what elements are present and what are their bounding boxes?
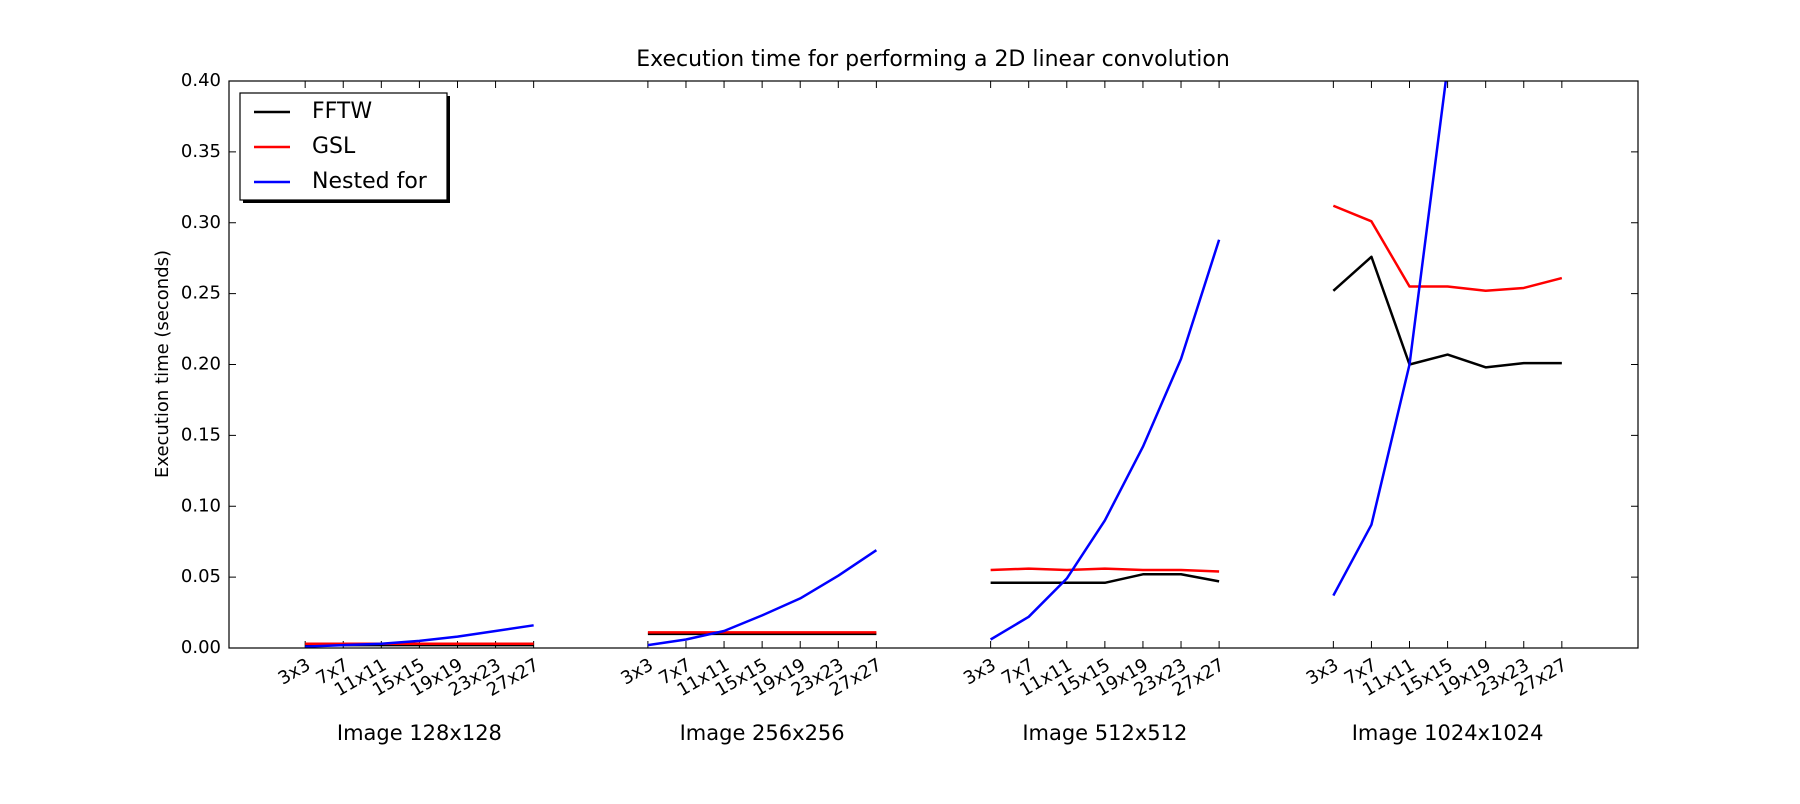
legend-label: Nested for [312, 169, 428, 194]
plot-area [305, 81, 1563, 648]
group-label: Image 128x128 [337, 721, 502, 745]
series-line [990, 573, 1220, 585]
y-tick-label: 0.15 [181, 424, 221, 445]
y-tick-label: 0.20 [181, 354, 221, 375]
plot-frame [228, 80, 1639, 649]
legend-label: GSL [312, 134, 356, 159]
y-tick-label: 0.25 [181, 283, 221, 304]
y-tick-label: 0.40 [181, 70, 221, 91]
series-line [1332, 255, 1562, 369]
y-tick-label: 0.30 [181, 212, 221, 233]
series-line [1332, 81, 1448, 597]
y-tick-label: 0.05 [181, 566, 221, 587]
group-label: Image 1024x1024 [1352, 721, 1544, 745]
series-line [1332, 204, 1563, 293]
legend-label: FFTW [312, 99, 372, 124]
y-axis-label: Execution time (seconds) [152, 250, 173, 478]
y-tick-label: 0.10 [181, 495, 221, 516]
series-line [647, 549, 878, 647]
series-line [305, 624, 534, 648]
series-line [990, 567, 1220, 573]
group-label: Image 512x512 [1022, 721, 1187, 745]
series-line [989, 239, 1221, 641]
y-tick-label: 0.00 [181, 637, 221, 658]
y-tick-label: 0.35 [181, 141, 221, 162]
group-label: Image 256x256 [680, 721, 845, 745]
chart-title: Execution time for performing a 2D linea… [636, 47, 1230, 72]
